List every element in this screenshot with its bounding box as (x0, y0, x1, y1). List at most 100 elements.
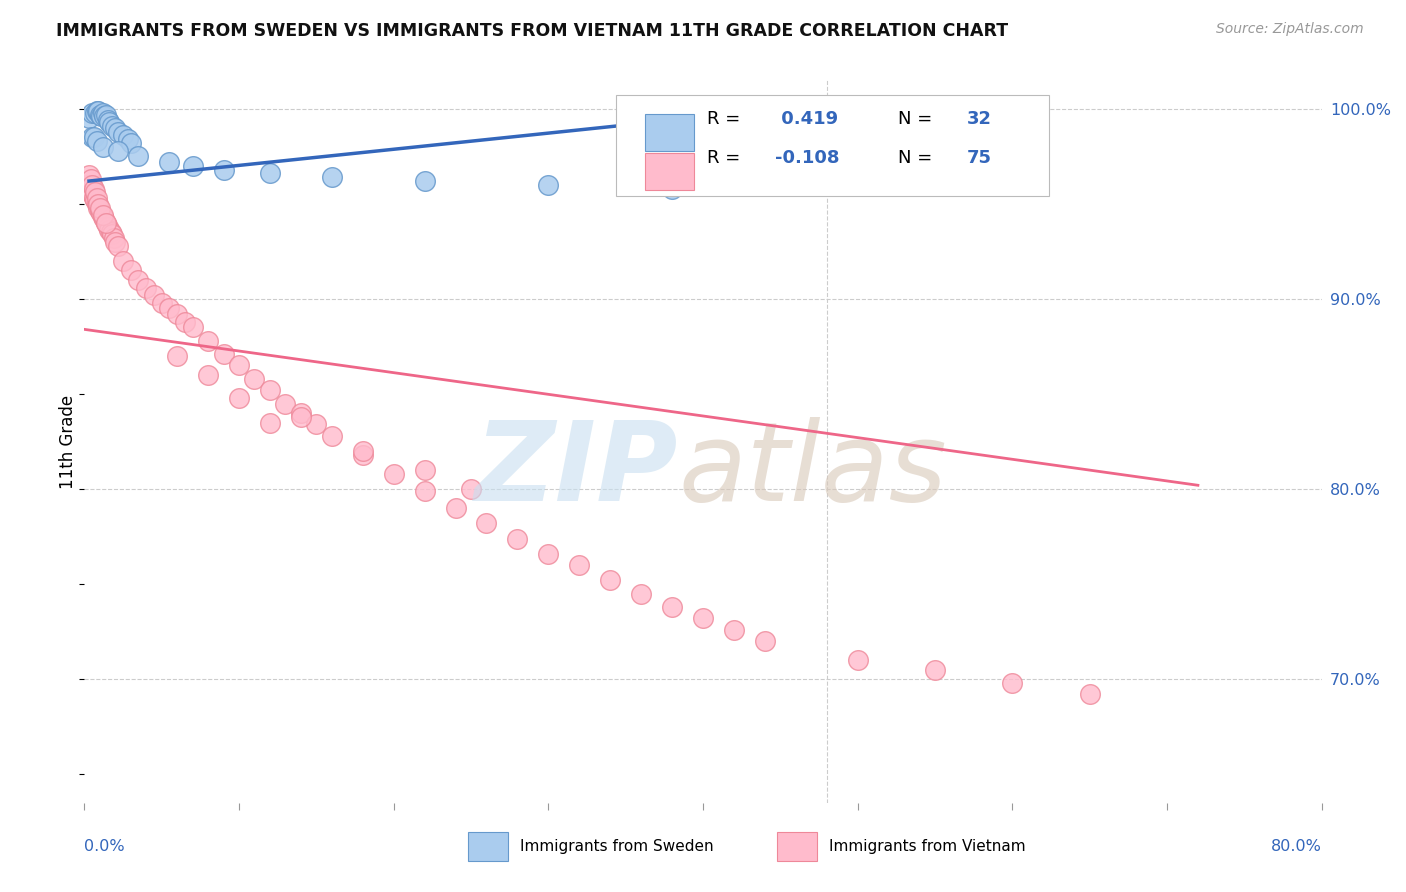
Text: R =: R = (707, 110, 740, 128)
Point (91, 140, 114, 154)
Point (305, 417, 328, 432)
Point (96, 219, 118, 234)
Point (159, 155, 180, 169)
Point (104, 120, 127, 135)
Point (77, 181, 100, 195)
Point (197, 334, 219, 348)
Point (82, 178, 104, 192)
Text: 75: 75 (966, 149, 991, 167)
FancyBboxPatch shape (616, 95, 1049, 196)
Text: atlas: atlas (678, 417, 946, 524)
Point (692, 611, 714, 625)
Point (127, 273, 149, 287)
Point (274, 396, 297, 410)
Point (89, 204, 111, 219)
Point (212, 162, 235, 177)
Point (86, 134, 108, 148)
Point (87, 103, 110, 118)
Text: N =: N = (898, 110, 932, 128)
FancyBboxPatch shape (645, 153, 695, 190)
Point (413, 483, 436, 498)
Point (86, 191, 108, 205)
Point (174, 315, 197, 329)
Point (475, 516, 498, 531)
FancyBboxPatch shape (645, 113, 695, 151)
Point (135, 280, 157, 294)
Point (89, 201, 111, 215)
Point (537, 547, 560, 561)
Point (243, 372, 266, 386)
Point (91, 105, 114, 120)
Y-axis label: 11th Grade: 11th Grade (59, 394, 77, 489)
Point (94, 216, 117, 230)
Point (98, 115, 121, 129)
Point (90, 109, 112, 123)
Point (82, 187, 104, 202)
Point (159, 301, 180, 316)
Point (661, 599, 683, 614)
Point (460, 482, 482, 496)
Point (228, 391, 250, 405)
Point (1001, 676, 1024, 690)
Point (77, 112, 100, 126)
Text: 80.0%: 80.0% (1271, 838, 1322, 854)
Point (413, 463, 436, 477)
Text: 0.0%: 0.0% (84, 838, 125, 854)
Point (87, 201, 110, 215)
Point (77, 169, 100, 183)
Point (94, 107, 117, 121)
Point (82, 130, 104, 145)
Point (84, 105, 107, 120)
Point (181, 159, 204, 173)
Point (630, 587, 652, 601)
Point (212, 347, 235, 361)
Point (754, 634, 776, 648)
FancyBboxPatch shape (778, 831, 817, 861)
Point (79, 186, 101, 200)
Point (143, 288, 166, 302)
Point (101, 119, 124, 133)
Point (112, 128, 135, 143)
Point (846, 653, 869, 667)
Text: R =: R = (707, 149, 740, 167)
Point (96, 113, 118, 128)
Point (83, 191, 105, 205)
Text: Source: ZipAtlas.com: Source: ZipAtlas.com (1216, 22, 1364, 37)
Point (127, 149, 149, 163)
Point (87, 197, 110, 211)
Point (103, 231, 125, 245)
Point (117, 132, 139, 146)
Point (537, 178, 560, 192)
Point (94, 216, 117, 230)
Point (104, 235, 127, 249)
Text: IMMIGRANTS FROM SWEDEN VS IMMIGRANTS FROM VIETNAM 11TH GRADE CORRELATION CHART: IMMIGRANTS FROM SWEDEN VS IMMIGRANTS FRO… (56, 22, 1008, 40)
Point (91, 208, 114, 222)
Text: 0.419: 0.419 (775, 110, 838, 128)
Point (120, 263, 142, 277)
Point (83, 130, 105, 145)
Point (259, 416, 281, 430)
Point (79, 172, 101, 186)
Point (89, 107, 111, 121)
Point (321, 170, 343, 185)
Point (83, 181, 105, 195)
Point (259, 166, 281, 180)
Point (1078, 687, 1101, 701)
Point (723, 623, 745, 637)
Point (382, 467, 405, 481)
Point (86, 103, 108, 118)
Point (107, 238, 129, 252)
Point (91, 210, 114, 224)
Point (100, 226, 122, 240)
Point (290, 406, 312, 420)
Point (82, 105, 104, 120)
Point (290, 409, 312, 424)
Point (413, 174, 436, 188)
Point (352, 444, 374, 458)
Point (76, 178, 98, 192)
FancyBboxPatch shape (468, 831, 508, 861)
Point (84, 186, 107, 200)
Point (197, 368, 219, 382)
Point (93, 109, 115, 123)
Text: N =: N = (898, 149, 932, 167)
